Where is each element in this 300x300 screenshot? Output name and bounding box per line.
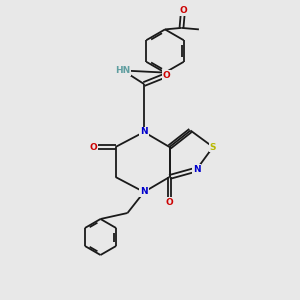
Text: N: N [140, 128, 148, 136]
Text: HN: HN [116, 66, 130, 75]
Text: N: N [140, 188, 148, 196]
Text: O: O [89, 142, 97, 152]
Text: O: O [179, 6, 187, 15]
Text: O: O [166, 198, 173, 207]
Text: N: N [193, 165, 200, 174]
Text: O: O [163, 70, 170, 80]
Text: S: S [210, 142, 216, 152]
